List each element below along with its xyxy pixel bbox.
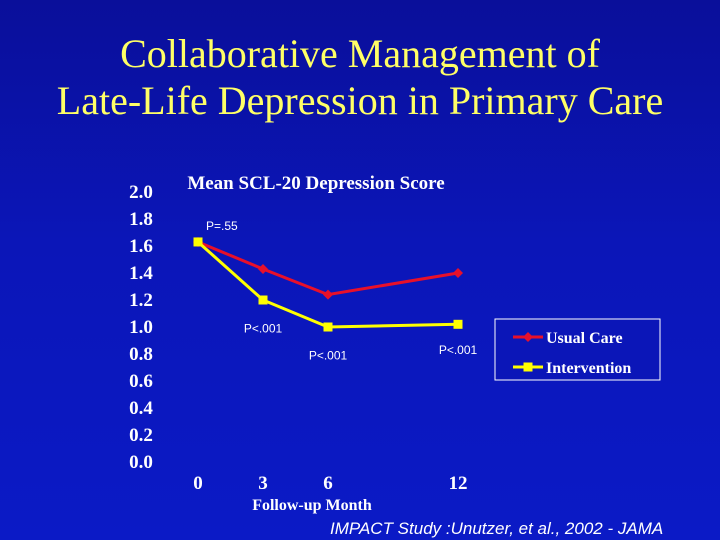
y-tick-label: 1.8 xyxy=(129,209,153,230)
x-tick-label: 6 xyxy=(323,473,333,494)
intervention-point xyxy=(323,322,333,332)
y-tick-label: 0.6 xyxy=(129,371,153,392)
series-layer xyxy=(193,236,463,332)
p-value-annotation: P<.001 xyxy=(439,343,478,357)
y-tick-label: 1.2 xyxy=(129,290,153,311)
y-axis-ticks: 0.0 0.2 0.4 0.6 0.8 1.0 1.2 1.4 1.6 1.8 2.0 xyxy=(129,182,153,473)
x-axis-label: Follow-up Month xyxy=(252,497,372,514)
annotations-layer: P=.55 P<.001 P<.001 P<.001 xyxy=(206,219,478,363)
y-tick-label: 1.0 xyxy=(129,317,153,338)
y-tick-label: 0.0 xyxy=(129,452,153,473)
legend-marker-diamond xyxy=(523,332,533,342)
chart-title: Mean SCL-20 Depression Score xyxy=(187,173,444,194)
intervention-point xyxy=(193,237,203,247)
citation: IMPACT Study :Unutzer, et al., 2002 - JA… xyxy=(330,519,664,538)
usual-care-point xyxy=(258,263,268,274)
x-tick-label: 3 xyxy=(258,473,268,494)
y-tick-label: 0.8 xyxy=(129,344,153,365)
y-tick-label: 0.4 xyxy=(129,398,153,419)
y-tick-label: 0.2 xyxy=(129,425,153,446)
series-line-usual-care xyxy=(197,240,459,297)
usual-care-point xyxy=(323,289,333,300)
legend-marker-square xyxy=(523,362,533,372)
p-value-annotation: P<.001 xyxy=(309,348,348,362)
x-axis-ticks: 0 3 6 12 xyxy=(193,473,467,494)
y-tick-label: 1.4 xyxy=(129,263,153,284)
legend-label: Usual Care xyxy=(546,330,623,347)
slide-title-line-1: Collaborative Management of xyxy=(120,31,600,76)
series-line-intervention xyxy=(197,240,459,329)
x-tick-label: 12 xyxy=(449,473,468,494)
usual-care-point xyxy=(453,268,463,278)
intervention-point xyxy=(258,295,268,305)
legend-label: Intervention xyxy=(546,360,631,377)
y-tick-label: 1.6 xyxy=(129,236,153,257)
x-tick-label: 0 xyxy=(193,473,203,494)
y-tick-label: 2.0 xyxy=(129,182,153,203)
chart-legend: Usual Care Intervention xyxy=(494,318,661,381)
intervention-point xyxy=(453,319,463,329)
p-value-annotation: P<.001 xyxy=(244,321,283,335)
slide-title-line-2: Late-Life Depression in Primary Care xyxy=(56,78,664,123)
p-value-annotation: P=.55 xyxy=(206,219,238,233)
slide-title: Collaborative Management of Late-Life De… xyxy=(0,30,720,124)
